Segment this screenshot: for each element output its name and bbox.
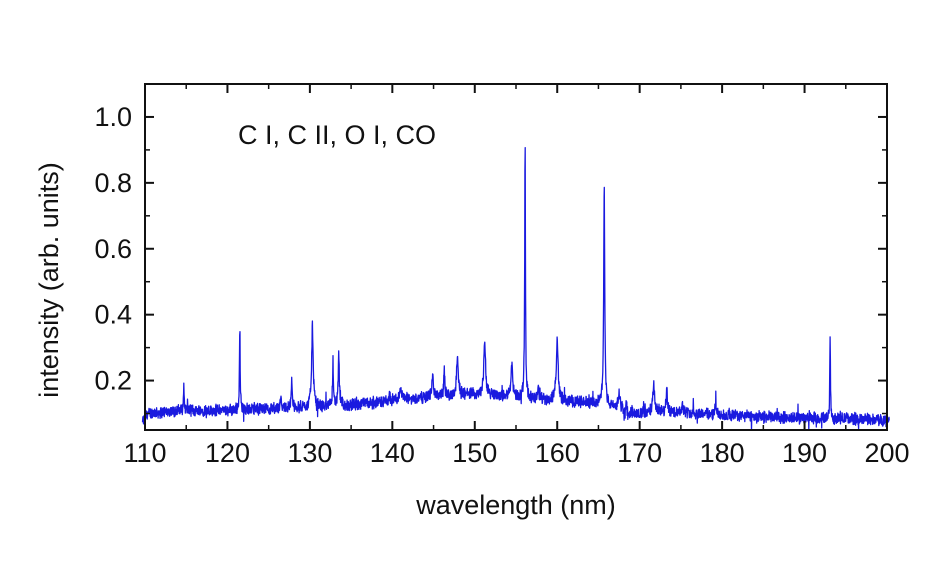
y-axis-tick-labels: 0.2 0.4 0.6 0.8 1.0 [94, 102, 132, 396]
x-tick-label: 170 [617, 438, 662, 468]
x-tick-label: 150 [452, 438, 497, 468]
y-tick-label: 0.2 [94, 366, 132, 396]
y-tick-label: 0.4 [94, 300, 132, 330]
y-axis-title: intensity (arb. units) [34, 162, 64, 398]
y-axis-ticks [145, 83, 887, 415]
y-tick-label: 0.8 [94, 168, 132, 198]
x-axis-title: wavelength (nm) [415, 490, 616, 520]
x-axis-ticks [144, 84, 888, 430]
x-tick-label: 200 [864, 438, 909, 468]
x-tick-label: 120 [205, 438, 250, 468]
species-annotation: C I, C II, O I, CO [238, 120, 436, 150]
y-tick-label: 1.0 [94, 102, 132, 132]
x-tick-label: 190 [782, 438, 827, 468]
x-tick-label: 130 [287, 438, 332, 468]
x-tick-label: 140 [370, 438, 415, 468]
x-tick-label: 160 [535, 438, 580, 468]
x-tick-label: 180 [700, 438, 745, 468]
y-tick-label: 0.6 [94, 234, 132, 264]
x-tick-label: 110 [123, 438, 166, 468]
spectrum-series-line [141, 146, 890, 431]
x-axis-tick-labels: 110 120 130 140 150 160 170 180 190 200 [123, 438, 909, 468]
plot-area [141, 146, 890, 431]
